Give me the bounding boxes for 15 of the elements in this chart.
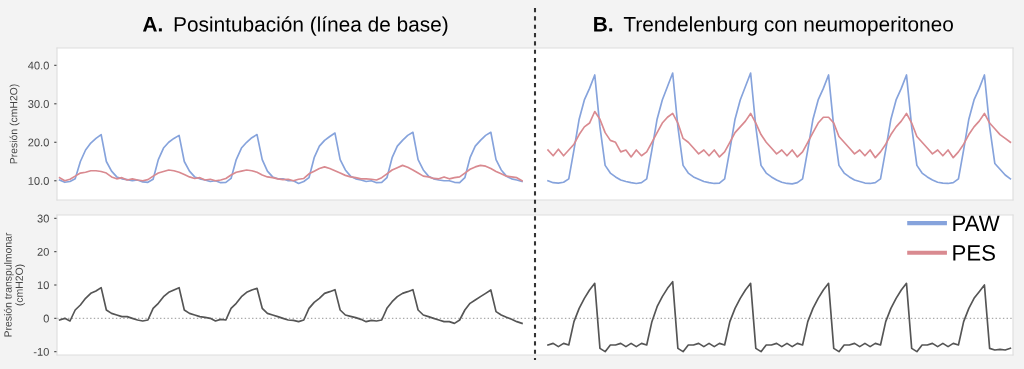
y-axis-title: Presión transpulmonar (cmH2O) [3,232,25,337]
y-tick-label: 30.0 [28,100,49,108]
y-axis-title: Presión (cmH2O) [9,84,20,164]
text: B. Trendelenburg con neumoperitoneo [594,16,953,36]
legend-label: PAW [953,215,1000,231]
y-tick-label: 30 [37,214,49,223]
text: A. Posintubación (línea de base) [142,16,448,36]
y-tick-label: 40.0 [27,61,49,70]
y-tick-label: -10 [33,347,49,356]
y-tick-label: 20.0 [28,138,49,147]
y-tick-label: 20 [37,247,49,256]
y-tick-label: 0 [43,314,49,323]
y-tick-label: 10.0 [28,177,49,185]
y-tick-label: 10 [37,281,49,290]
legend-label: PES [953,245,995,261]
